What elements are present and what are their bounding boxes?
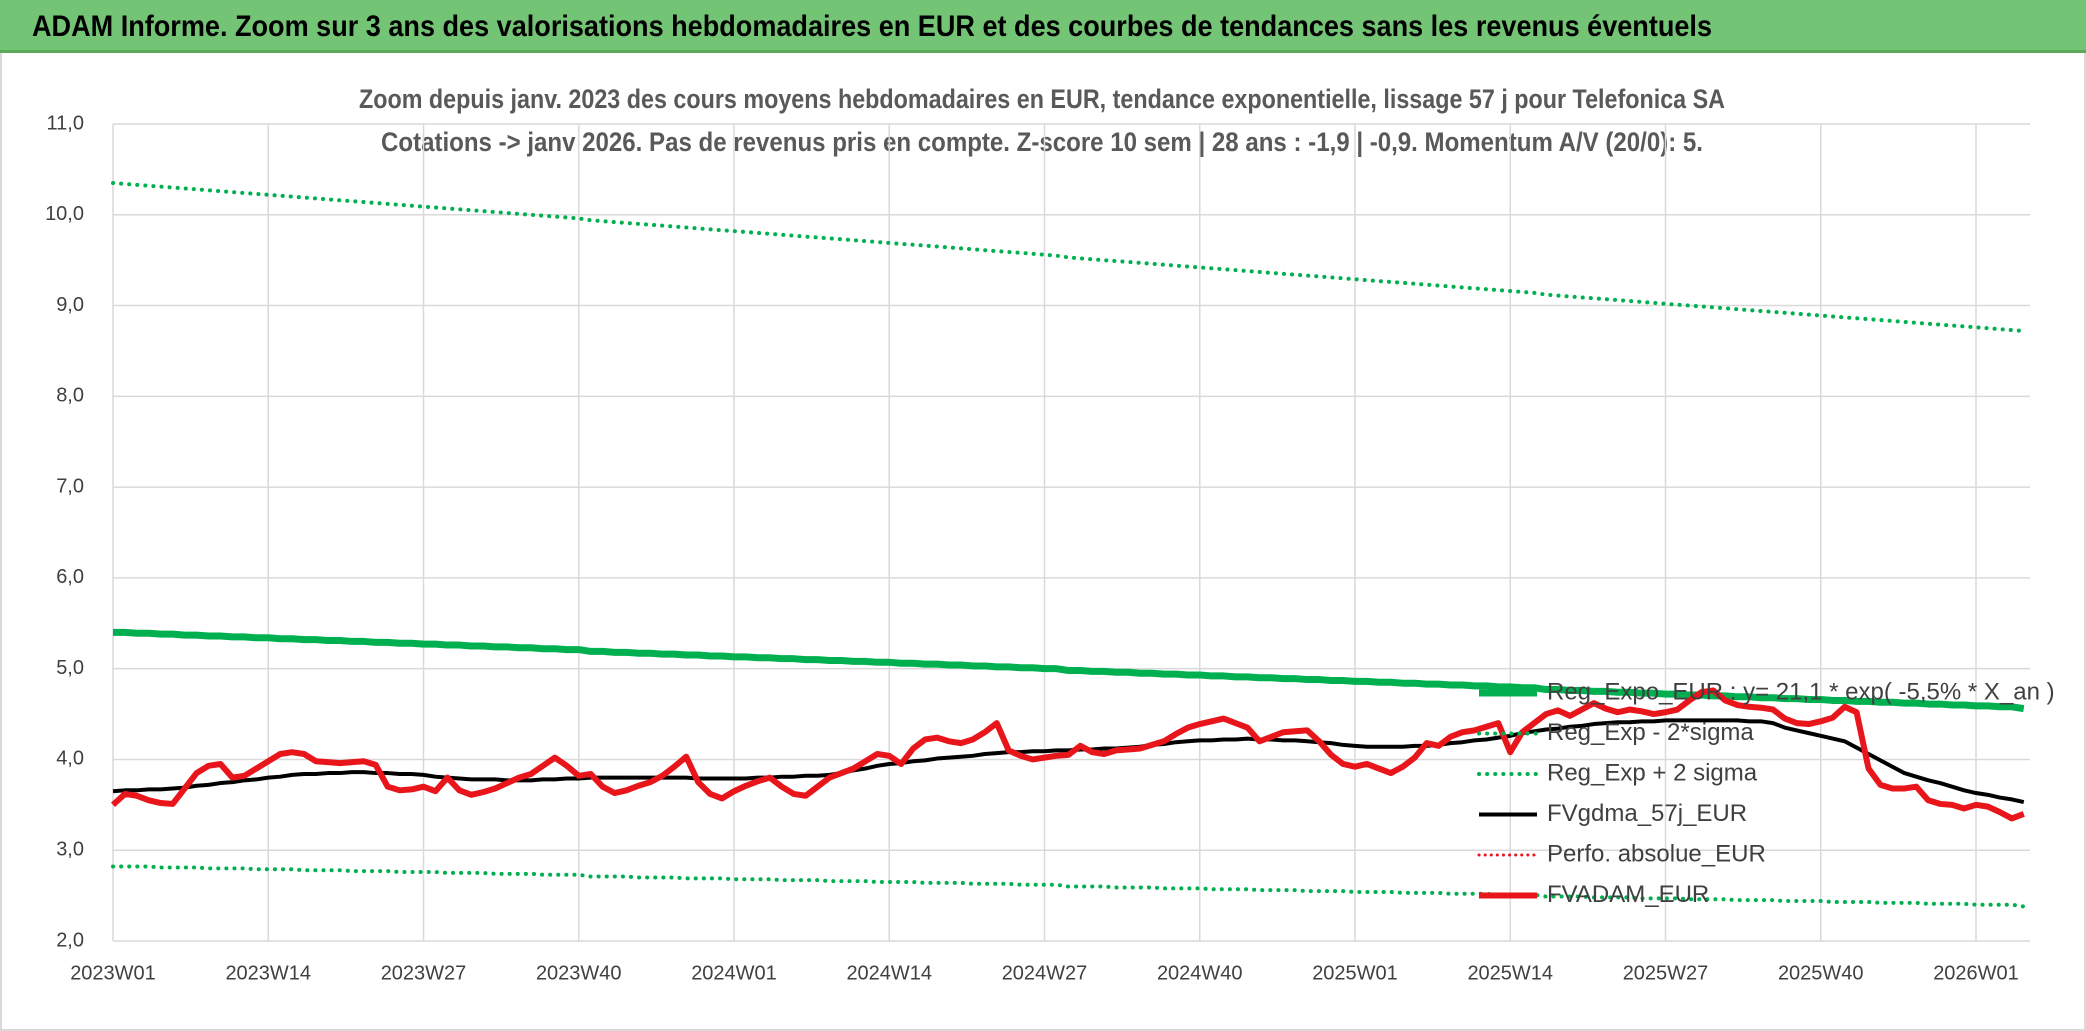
legend-label: Perfo. absolue_EUR (1547, 840, 1766, 867)
header-edge (0, 50, 2086, 53)
x-tick-label: 2023W14 (225, 962, 311, 984)
legend-label: Reg_Exp - 2*sigma (1547, 719, 1754, 746)
y-tick-label: 4,0 (56, 748, 84, 770)
x-tick-label: 2025W01 (1312, 962, 1398, 984)
x-tick-label: 2024W27 (1002, 962, 1088, 984)
legend-label: FVgdma_57j_EUR (1547, 800, 1747, 827)
series-line (112, 718, 2025, 805)
y-tick-label: 3,0 (56, 839, 84, 861)
grid: 2,0 3,0 4,0 5,0 6,0 7,0 8,0 9,0 10,0 11,0 2023W01 2… (45, 112, 2030, 984)
x-tick-label: 2024W40 (1157, 962, 1243, 984)
plot (110, 181, 2026, 909)
legend-label: Reg_Expo_EUR : y= 21,1 * exp( -5,5% * X_… (1547, 678, 2055, 705)
y-tick-label: 10,0 (45, 203, 84, 225)
x-tick-label: 2023W40 (536, 962, 622, 984)
chart-subtitle: Cotations -> janv 2026. Pas de revenus p… (381, 127, 1703, 157)
x-tick-label: 2025W27 (1623, 962, 1709, 984)
series-line (110, 687, 2025, 822)
header-bar (0, 0, 2086, 53)
x-tick-label: 2024W01 (691, 962, 777, 984)
legend-label: Reg_Exp + 2 sigma (1547, 759, 1758, 786)
x-tick-label: 2024W14 (846, 962, 932, 984)
legend-label: FVADAM_EUR (1547, 881, 1709, 908)
x-tick-label: 2023W01 (70, 962, 156, 984)
y-tick-label: 6,0 (56, 566, 84, 588)
y-tick-label: 11,0 (47, 112, 84, 134)
header-title: ADAM Informe. Zoom sur 3 ans des valoris… (32, 10, 1712, 43)
series-line (113, 628, 2025, 713)
y-tick-label: 7,0 (56, 475, 84, 497)
y-tick-label: 5,0 (56, 657, 84, 679)
chart-title: Zoom depuis janv. 2023 des cours moyens … (359, 84, 1725, 114)
legend: Reg_Expo_EUR : y= 21,1 * exp( -5,5% * X_… (1477, 678, 2055, 908)
series-line (111, 181, 2026, 333)
x-tick-label: 2025W40 (1778, 962, 1864, 984)
series-line (111, 864, 2026, 909)
x-tick-label: 2025W14 (1467, 962, 1553, 984)
y-tick-label: 8,0 (56, 385, 84, 407)
x-tick-label: 2026W01 (1933, 962, 2019, 984)
y-tick-label: 9,0 (56, 294, 84, 316)
x-tick-label: 2023W27 (381, 962, 467, 984)
y-tick-label: 2,0 (56, 929, 84, 951)
